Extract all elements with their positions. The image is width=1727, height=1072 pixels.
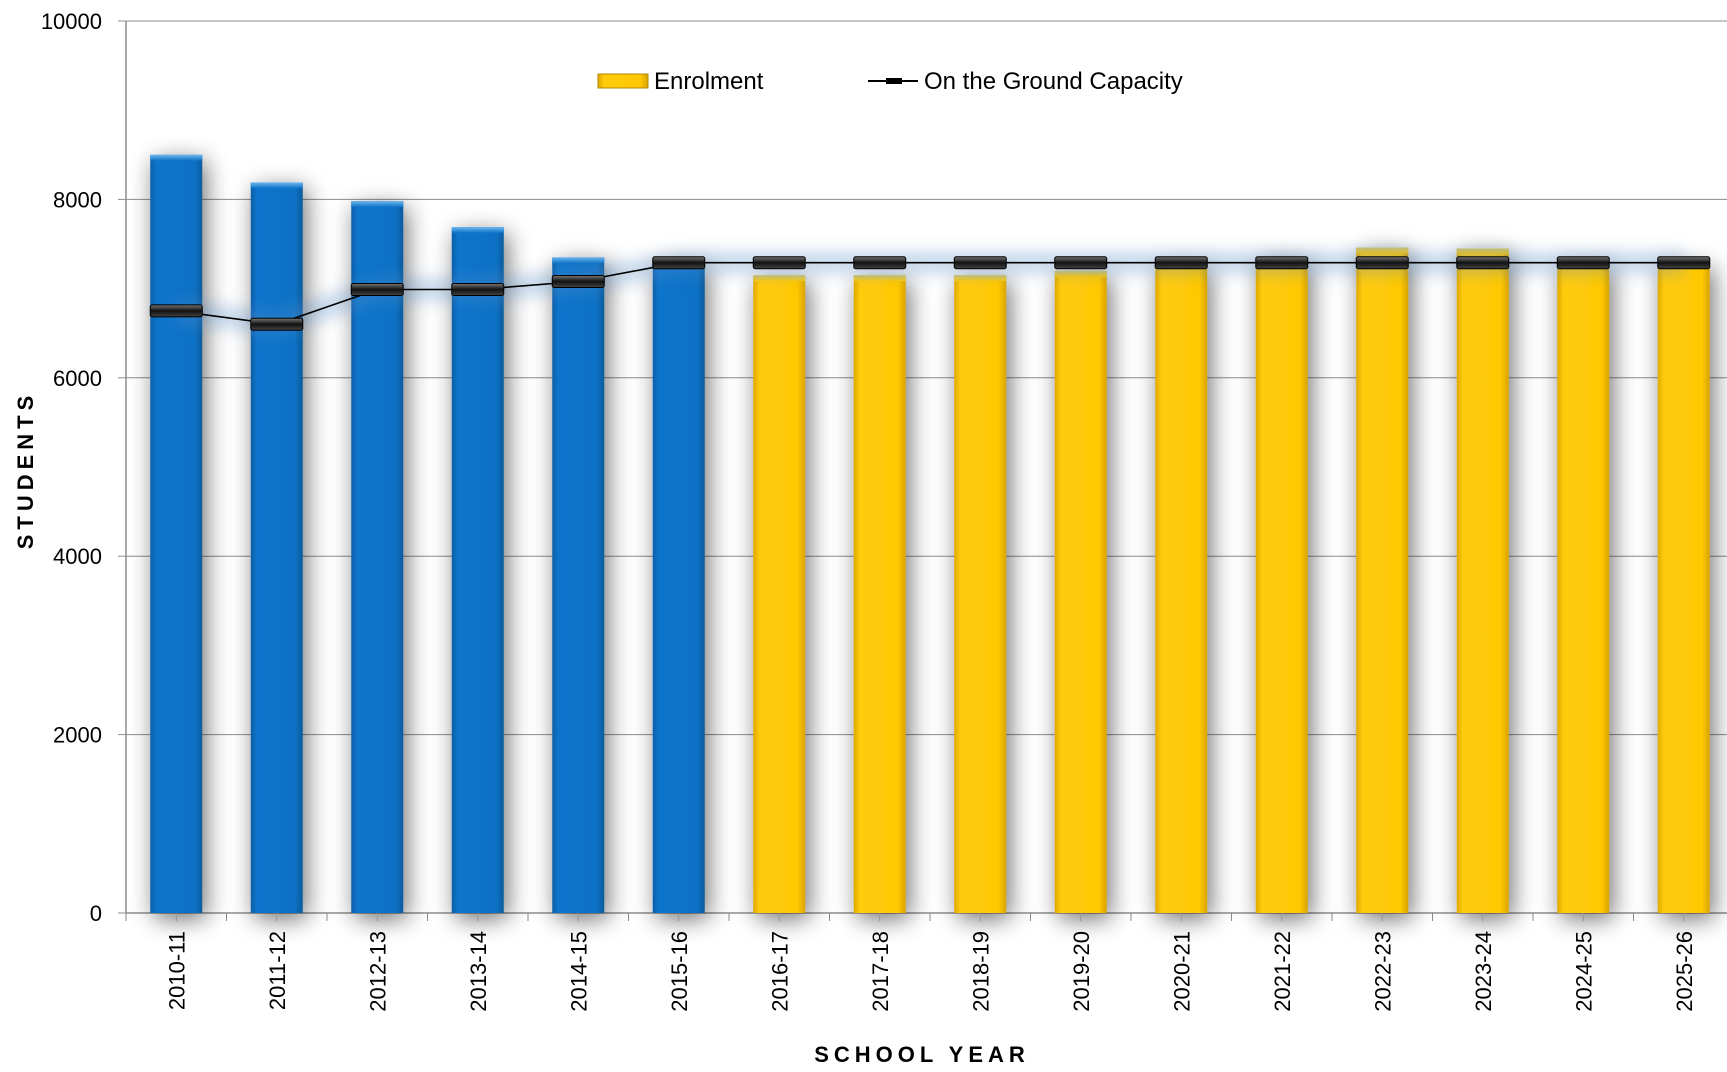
enrolment-bar-body [150,154,203,914]
x-tick-label: 2020-21 [1169,931,1194,1012]
enrolment-bar [1155,263,1208,921]
enrolment-bar-body [1456,248,1509,913]
enrolment-bar-cap [351,201,404,208]
capacity-point [451,282,505,296]
x-tick-label: 2022-23 [1370,931,1395,1012]
enrolment-bar [1356,247,1409,921]
y-tick-label: 0 [90,901,102,926]
x-tick-label: 2019-20 [1069,931,1094,1012]
enrolment-bar-body [250,182,303,913]
x-tick-label: 2023-24 [1471,931,1496,1012]
enrolment-bar [853,275,906,921]
enrolment-bars [150,154,1710,921]
legend-enrolment-swatch [597,73,649,89]
enrolment-bar-body [1155,263,1208,913]
enrolment-bar [1054,270,1107,921]
enrolment-bar-body [652,261,705,914]
x-tick-label: 2017-18 [868,931,893,1012]
enrolment-bar-cap [250,182,303,189]
capacity-point [1657,256,1711,270]
enrolment-bar-cap [552,257,605,264]
enrolment-bar [1255,257,1308,921]
y-tick-label: 6000 [53,366,102,391]
legend-capacity-label: On the Ground Capacity [924,68,1183,95]
x-tick-label: 2016-17 [767,931,792,1012]
enrolment-bar [1657,261,1710,921]
enrolment-bar [753,275,806,921]
enrolment-bar-cap [1356,247,1409,254]
capacity-point [853,256,907,270]
enrolment-bar [351,201,404,921]
x-tick-label: 2012-13 [365,931,390,1012]
enrolment-bar [1456,248,1509,921]
y-tick-label: 2000 [53,723,102,748]
enrolment-bar-body [1054,270,1107,913]
legend: Enrolment On the Ground Capacity [597,68,1183,95]
capacity-point [1456,256,1510,270]
enrolment-bar [150,154,203,921]
x-tick-label: 2011-12 [265,931,290,1010]
enrolment-bar-body [1657,261,1710,914]
capacity-point [953,256,1007,270]
capacity-point [350,282,404,296]
x-tick-label: 2021-22 [1270,931,1295,1012]
enrolment-bar-cap [1054,270,1107,277]
x-axis-title: SCHOOL YEAR [814,1042,1030,1067]
y-axis-title: STUDENTS [13,391,38,550]
enrolment-bar-body [351,201,404,913]
x-tick-labels: 2010-11 2011-12 2012-13 2013-14 2014-15 2015-… [164,931,1697,1012]
enrolment-bar-cap [1456,248,1509,255]
enrolment-bar-cap [451,227,504,234]
capacity-point [149,304,203,318]
capacity-point [1355,256,1409,270]
capacity-point [1054,256,1108,270]
y-tick-label: 8000 [53,187,102,212]
enrolment-bar-cap [150,154,203,161]
legend-capacity-swatch-marker [886,78,902,84]
enrolment-bar [250,182,303,921]
capacity-line-path [176,261,1684,326]
capacity-point [250,317,304,331]
enrolment-bar [552,257,605,921]
enrolment-bar [954,275,1007,921]
x-tick-label: 2013-14 [466,931,491,1012]
y-tick-label: 10000 [41,9,102,34]
enrolment-bar-body [451,227,504,913]
capacity-point [1154,256,1208,270]
legend-enrolment-label: Enrolment [654,68,764,95]
x-tick-label: 2014-15 [566,931,591,1012]
enrolment-bar-cap [954,275,1007,282]
enrolment-bar-body [954,275,1007,914]
enrolment-bar-body [1557,261,1610,914]
capacity-point [1255,256,1309,270]
enrolment-bar-cap [853,275,906,282]
y-tick-labels: 0 2000 4000 6000 8000 10000 [41,9,102,926]
x-tick-label: 2010-11 [164,931,189,1010]
capacity-point [551,274,605,288]
y-tick-label: 4000 [53,544,102,569]
capacity-line [149,251,1711,336]
x-tick-label: 2018-19 [968,931,993,1012]
enrolment-bar [1557,261,1610,921]
x-tick-label: 2025-26 [1672,931,1697,1012]
enrolment-bar [652,261,705,921]
enrolment-bar-body [552,257,605,913]
enrolment-bar-body [753,275,806,914]
capacity-point [752,256,806,270]
x-tick-label: 2024-25 [1571,931,1596,1012]
enrolment-bar-cap [753,275,806,282]
x-tick-label: 2015-16 [667,931,692,1012]
capacity-point [652,256,706,270]
capacity-point [1556,256,1610,270]
enrolment-bar [451,227,504,921]
enrolment-bar-body [1356,247,1409,913]
enrolment-bar-body [1255,257,1308,913]
enrolment-bar-body [853,275,906,914]
